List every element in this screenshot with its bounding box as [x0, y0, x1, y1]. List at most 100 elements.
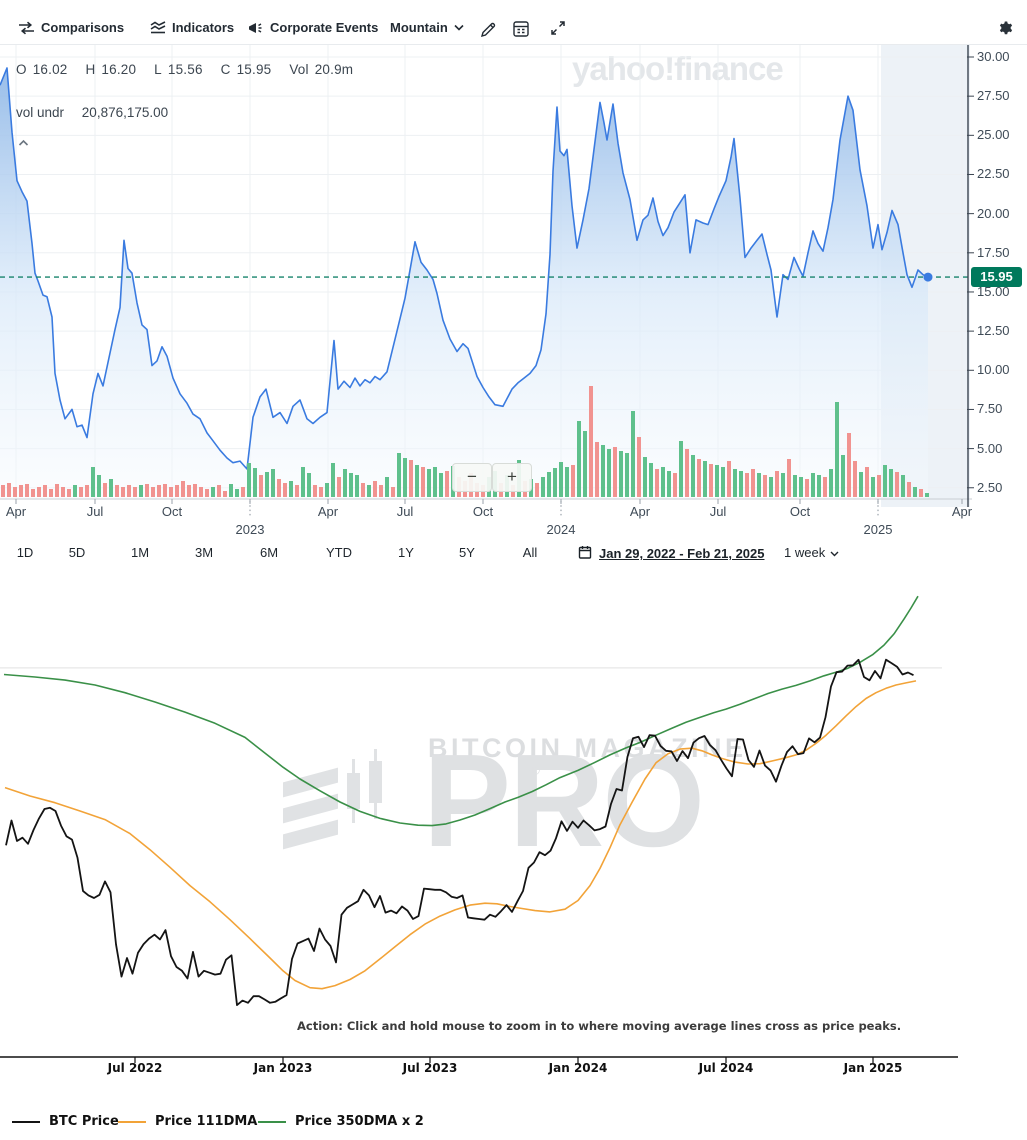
volume-bar: [619, 451, 623, 497]
volume-bar: [145, 484, 149, 497]
volume-bar: [835, 402, 839, 497]
range-button-1m[interactable]: 1M: [130, 545, 150, 560]
watermark-pro-text: PRO: [423, 727, 705, 874]
draw-button[interactable]: [478, 20, 498, 40]
comparisons-button[interactable]: Comparisons: [18, 20, 124, 35]
volume-bar: [697, 459, 701, 497]
volume-bar: [577, 421, 581, 497]
legend-item-111dma: Price 111DMA: [118, 1114, 257, 1129]
volume-bar: [253, 468, 257, 497]
comparisons-icon: [18, 21, 35, 35]
legend-label: BTC Price: [49, 1114, 119, 1129]
x-axis-month-label: Oct: [789, 504, 811, 519]
volume-bar: [895, 472, 899, 497]
volume-bar: [781, 473, 785, 497]
volume-bar: [385, 477, 389, 497]
volume-bar: [661, 467, 665, 497]
volume-bar: [205, 489, 209, 497]
chevron-up-icon: [18, 134, 29, 151]
zoom-out-button[interactable]: −: [452, 463, 492, 492]
price-line: [0, 67, 929, 470]
volume-bar: [169, 487, 173, 497]
volume-bar: [685, 449, 689, 497]
close-value: 15.95: [236, 62, 272, 77]
btc-x-tick-label: Jul 2023: [402, 1061, 458, 1075]
corporate-events-button[interactable]: Corporate Events: [248, 20, 378, 35]
range-button-6m[interactable]: 6M: [259, 545, 279, 560]
volume-bar: [799, 477, 803, 497]
pencil-icon: [478, 20, 498, 40]
volume-bar: [595, 442, 599, 497]
y-axis-tick-label: 2.50: [977, 479, 1003, 495]
volume-bar: [409, 460, 413, 497]
date-range-picker[interactable]: Jan 29, 2022 - Feb 21, 2025: [578, 545, 765, 562]
volume-bar: [199, 487, 203, 497]
volume-bar: [763, 475, 767, 497]
range-button-1d[interactable]: 1D: [16, 545, 34, 560]
volume-bar: [19, 485, 23, 497]
volume-bar: [193, 484, 197, 497]
volume-bar: [43, 485, 47, 497]
volume-bar: [877, 475, 881, 497]
y-axis-tick-label: 17.50: [977, 244, 1010, 260]
volume-bar: [79, 487, 83, 497]
volume-bar: [817, 475, 821, 497]
y-axis-tick-label: 10.00: [977, 362, 1010, 378]
volume-bar: [13, 487, 17, 497]
volume-bar: [157, 485, 161, 497]
chart-type-dropdown[interactable]: Mountain: [390, 20, 464, 35]
y-axis-tick-label: 7.50: [977, 401, 1003, 417]
volume-bar: [175, 485, 179, 497]
volume-bar: [367, 485, 371, 497]
range-button-5d[interactable]: 5D: [68, 545, 86, 560]
volume-bar: [187, 485, 191, 497]
volume-bar: [103, 483, 107, 497]
volume-bar: [427, 469, 431, 497]
x-axis-month-label: Jul: [709, 504, 727, 519]
volume-bar: [61, 487, 65, 497]
expand-button[interactable]: [550, 20, 566, 36]
indicators-button[interactable]: Indicators: [150, 20, 234, 35]
volume-bar: [901, 475, 905, 497]
range-button-all[interactable]: All: [522, 545, 538, 560]
dma111-line: [4, 680, 917, 990]
open-value: 16.02: [32, 62, 68, 77]
volume-bar: [7, 483, 11, 497]
open-label: O: [16, 62, 27, 77]
volume-bar: [217, 485, 221, 497]
volume-bar: [415, 465, 419, 497]
volume-bar: [571, 465, 575, 497]
chart-type-label: Mountain: [390, 20, 448, 35]
legend-label: Price 350DMA x 2: [295, 1114, 424, 1129]
collapse-legend-toggle[interactable]: [18, 134, 29, 152]
volume-bar: [865, 467, 869, 497]
volume-bar: [607, 449, 611, 497]
range-button-1y[interactable]: 1Y: [398, 545, 414, 560]
price-area-fill: [0, 68, 928, 499]
dma350-line-swatch: [258, 1120, 286, 1123]
volume-bar: [355, 475, 359, 497]
range-button-ytd[interactable]: YTD: [326, 545, 352, 560]
volume-bar: [775, 471, 779, 497]
volume-bar: [673, 473, 677, 497]
range-button-5y[interactable]: 5Y: [459, 545, 475, 560]
range-button-3m[interactable]: 3M: [194, 545, 214, 560]
table-view-button[interactable]: [512, 20, 530, 38]
volume-bar: [73, 485, 77, 497]
last-price-dot: [923, 272, 933, 282]
chevron-down-icon: [454, 24, 464, 31]
high-label: H: [85, 62, 96, 77]
volume-bar: [307, 473, 311, 497]
volume-bar: [583, 431, 587, 497]
volume-bar: [793, 475, 797, 497]
volume-bar: [283, 483, 287, 497]
legend-item-350dma: Price 350DMA x 2: [258, 1114, 424, 1129]
zoom-in-button[interactable]: +: [492, 463, 532, 492]
interval-dropdown[interactable]: 1 week: [784, 545, 839, 560]
volume-bar: [883, 465, 887, 497]
settings-button[interactable]: [997, 20, 1015, 38]
volume-bar: [397, 453, 401, 497]
ohlc-readout: O 16.02 H 16.20 L 15.56 C 15.95 Vol 20.9m: [16, 62, 359, 77]
comparisons-label: Comparisons: [41, 20, 125, 35]
